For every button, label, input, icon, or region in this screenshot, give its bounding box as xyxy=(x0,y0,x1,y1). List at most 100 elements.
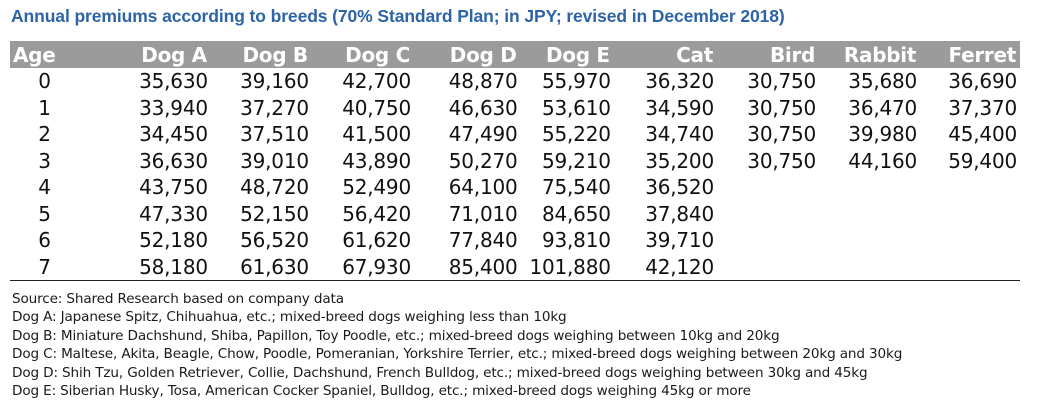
footnote: Dog C: Maltese, Akita, Beagle, Chow, Poo… xyxy=(12,346,903,363)
age-cell: 7 xyxy=(10,253,101,281)
premium-cell xyxy=(717,227,819,254)
premium-cell: 56,520 xyxy=(240,228,309,253)
column-header-cat: Cat xyxy=(676,42,713,67)
table-row: 3 36,630 39,010 43,890 50,270 59,210 35,200 30,… xyxy=(10,148,1020,175)
premium-cell: 52,150 xyxy=(240,201,309,226)
premium-cell: 52,490 xyxy=(342,175,411,200)
premium-cell: 41,500 xyxy=(342,122,411,147)
premium-cell: 30,750 xyxy=(747,69,817,94)
premium-cell: 64,100 xyxy=(448,175,518,200)
notes: Source: Shared Research based on company… xyxy=(12,290,902,400)
premiums-table: Age Dog A Dog B Dog C Dog D Dog E Cat Bird Rabbi… xyxy=(10,41,1020,281)
premium-cell: 48,720 xyxy=(240,175,309,200)
source-note: Source: Shared Research based on company… xyxy=(12,291,344,307)
age-cell: 6 xyxy=(38,228,51,253)
premium-cell: 33,940 xyxy=(139,95,208,120)
column-header-dog-a: Dog A xyxy=(141,42,207,67)
premium-cell: 55,970 xyxy=(541,69,611,94)
premium-cell: 30,750 xyxy=(747,95,817,120)
premium-cell: 58,180 xyxy=(101,253,211,281)
premium-cell: 34,590 xyxy=(645,95,714,120)
premium-cell xyxy=(920,201,1020,228)
column-header-ferret: Ferret xyxy=(948,42,1017,67)
premium-cell: 39,710 xyxy=(645,228,714,253)
premium-cell: 34,450 xyxy=(139,122,208,147)
premium-cell xyxy=(920,174,1020,201)
table-row: 0 35,630 39,160 42,700 48,870 55,970 36,320 30,… xyxy=(10,68,1020,95)
premium-cell: 36,520 xyxy=(645,175,714,200)
column-header-rabbit: Rabbit xyxy=(843,42,917,67)
premium-cell: 71,010 xyxy=(448,201,518,226)
age-cell: 1 xyxy=(38,95,51,120)
footnote: Dog D: Shih Tzu, Golden Retriever, Colli… xyxy=(12,364,868,381)
premium-cell xyxy=(819,253,921,281)
table-row: 2 34,450 37,510 41,500 47,490 55,220 34,740 30,… xyxy=(10,121,1020,148)
column-header-age: Age xyxy=(13,42,56,67)
premium-cell: 75,540 xyxy=(541,175,611,200)
premium-cell xyxy=(920,227,1020,254)
premium-cell: 77,840 xyxy=(448,228,518,253)
column-header-dog-b: Dog B xyxy=(242,42,309,67)
column-header-dog-c: Dog C xyxy=(345,42,410,67)
premium-cell: 84,650 xyxy=(541,201,611,226)
age-cell: 0 xyxy=(38,69,51,94)
premium-cell: 61,620 xyxy=(342,228,411,253)
premium-cell: 67,930 xyxy=(311,253,414,281)
footnote: Dog B: Miniature Dachshund, Shiba, Papil… xyxy=(12,327,780,344)
premium-cell: 101,880 xyxy=(520,253,614,281)
premium-cell: 35,630 xyxy=(139,69,208,94)
age-cell: 3 xyxy=(38,148,51,173)
premium-cell xyxy=(819,201,920,228)
premium-cell: 50,270 xyxy=(448,148,518,173)
column-header-bird: Bird xyxy=(769,42,816,67)
premium-cell: 85,400 xyxy=(413,253,521,281)
premium-cell: 30,750 xyxy=(747,122,817,147)
table-row: 5 47,330 52,150 56,420 71,010 84,650 37,840 xyxy=(10,201,1020,228)
premium-cell xyxy=(716,253,820,281)
premium-cell: 52,180 xyxy=(139,228,208,253)
premium-cell: 39,010 xyxy=(240,148,309,173)
premium-cell xyxy=(819,174,920,201)
premium-cell: 36,320 xyxy=(645,69,714,94)
age-cell: 5 xyxy=(38,201,51,226)
premium-cell: 36,690 xyxy=(948,69,1017,94)
premium-cell: 39,160 xyxy=(240,69,309,94)
table-header-row: Age Dog A Dog B Dog C Dog D Dog E Cat Bird Rabbi… xyxy=(10,41,1020,68)
premium-cell: 40,750 xyxy=(342,95,411,120)
column-header-dog-e: Dog E xyxy=(545,42,610,67)
premium-cell: 47,330 xyxy=(139,201,208,226)
premium-cell: 61,630 xyxy=(210,253,312,281)
premium-cell: 93,810 xyxy=(541,228,611,253)
table-row: 6 52,180 56,520 61,620 77,840 93,810 39,710 xyxy=(10,227,1020,254)
premium-cell xyxy=(717,174,819,201)
premium-cell: 43,890 xyxy=(342,148,411,173)
premium-cell: 46,630 xyxy=(448,95,518,120)
premium-cell: 59,210 xyxy=(541,148,611,173)
premium-cell: 37,370 xyxy=(948,95,1017,120)
premium-cell: 35,200 xyxy=(645,148,714,173)
footnote: Dog E: Siberian Husky, Tosa, American Co… xyxy=(12,383,751,400)
premium-cell: 45,400 xyxy=(948,122,1017,147)
premium-cell: 48,870 xyxy=(448,69,518,94)
premium-cell: 30,750 xyxy=(747,148,817,173)
premium-cell: 39,980 xyxy=(848,122,918,147)
premium-cell: 36,630 xyxy=(139,148,208,173)
premium-cell: 55,220 xyxy=(541,122,611,147)
premium-cell xyxy=(819,227,920,254)
premium-cell: 47,490 xyxy=(448,122,518,147)
premium-cell: 42,700 xyxy=(342,69,411,94)
table-row: 7 58,180 61,630 67,930 85,400 101,880 42,120 xyxy=(10,253,1020,281)
premium-cell xyxy=(717,201,819,228)
premium-cell: 35,680 xyxy=(848,69,918,94)
age-cell: 4 xyxy=(38,175,51,200)
premium-cell xyxy=(920,253,1020,281)
table-body: 0 35,630 39,160 42,700 48,870 55,970 36,320 30,… xyxy=(10,68,1020,281)
premium-cell: 56,420 xyxy=(342,201,411,226)
premium-cell: 37,840 xyxy=(645,201,714,226)
page-title: Annual premiums according to breeds (70%… xyxy=(11,6,785,26)
premium-cell: 43,750 xyxy=(139,175,208,200)
premium-cell: 44,160 xyxy=(848,148,918,173)
premium-cell: 37,510 xyxy=(240,122,309,147)
premium-cell: 53,610 xyxy=(541,95,611,120)
